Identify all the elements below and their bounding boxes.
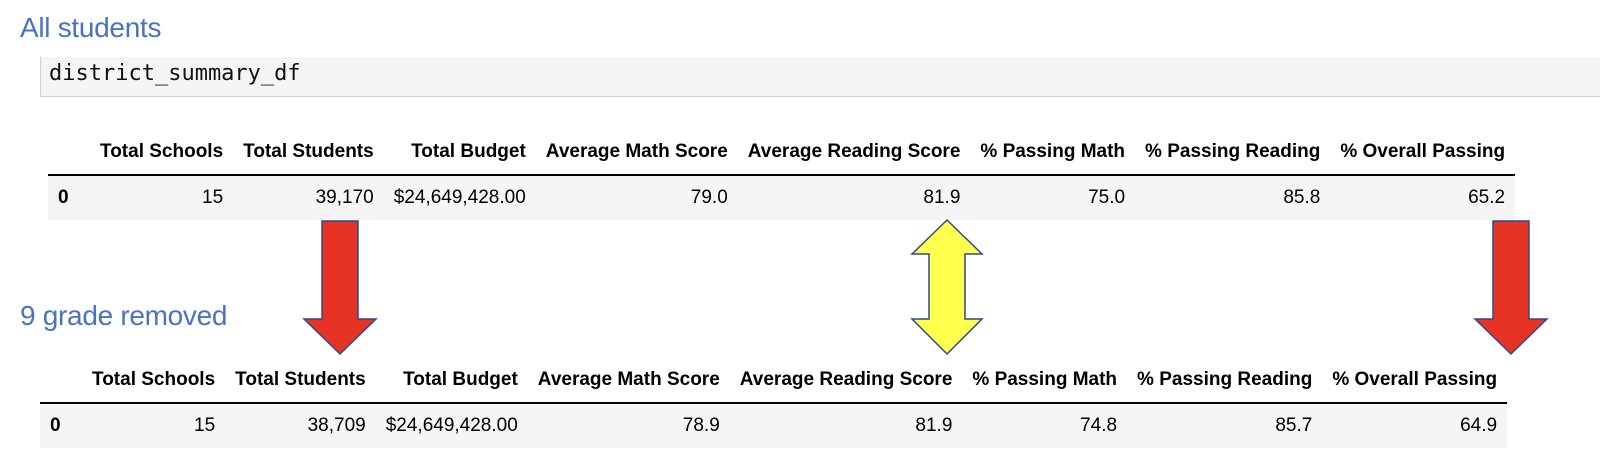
column-header: % Passing Math — [970, 130, 1136, 176]
dataframe-all-students: Total Schools Total Students Total Budge… — [48, 130, 1516, 220]
column-header: % Passing Math — [962, 358, 1128, 404]
column-header: Total Students — [225, 358, 376, 404]
section-title-9-grade-removed: 9 grade removed — [20, 300, 228, 331]
table-header-row: Total Schools Total Students Total Budge… — [48, 130, 1516, 176]
table-cell: 85.8 — [1135, 175, 1331, 220]
table-cell: 81.9 — [729, 403, 963, 448]
table-cell: $24,649,428.00 — [383, 175, 536, 220]
table-cell: $24,649,428.00 — [375, 403, 528, 448]
column-header: % Passing Reading — [1127, 358, 1323, 404]
column-header: Average Reading Score — [729, 358, 963, 404]
down-arrow-icon — [1473, 220, 1549, 356]
index-header — [40, 358, 82, 404]
column-header: Total Budget — [383, 130, 536, 176]
table-cell: 74.8 — [962, 403, 1128, 448]
table-cell: 81.9 — [737, 175, 971, 220]
table-cell: 65.2 — [1330, 175, 1516, 220]
index-header — [48, 130, 90, 176]
double-arrow-icon — [910, 218, 984, 356]
column-header: Total Schools — [82, 358, 226, 404]
table-cell: 38,709 — [225, 403, 376, 448]
section-title-all-students: All students — [20, 12, 162, 43]
table-cell: 15 — [90, 175, 234, 220]
table-cell: 15 — [82, 403, 226, 448]
dataframe-9-grade-removed: Total Schools Total Students Total Budge… — [40, 358, 1508, 448]
column-header: Total Students — [233, 130, 384, 176]
column-header: % Passing Reading — [1135, 130, 1331, 176]
table-header-row: Total Schools Total Students Total Budge… — [40, 358, 1508, 404]
table-cell: 75.0 — [970, 175, 1136, 220]
column-header: Average Math Score — [527, 358, 730, 404]
column-header: Average Math Score — [535, 130, 738, 176]
row-index: 0 — [48, 175, 90, 220]
column-header: % Overall Passing — [1322, 358, 1508, 404]
column-header: Total Schools — [90, 130, 234, 176]
table-row: 0 15 39,170 $24,649,428.00 79.0 81.9 75.… — [48, 175, 1516, 220]
column-header: Average Reading Score — [737, 130, 971, 176]
row-index: 0 — [40, 403, 82, 448]
column-header: Total Budget — [375, 358, 528, 404]
down-arrow-icon — [302, 220, 378, 356]
table-cell: 78.9 — [527, 403, 730, 448]
code-cell[interactable]: district_summary_df — [40, 57, 1600, 97]
table-cell: 79.0 — [535, 175, 738, 220]
table-cell: 85.7 — [1127, 403, 1323, 448]
column-header: % Overall Passing — [1330, 130, 1516, 176]
code-line: district_summary_df — [49, 61, 301, 86]
table-cell: 39,170 — [233, 175, 384, 220]
table-cell: 64.9 — [1322, 403, 1508, 448]
table-row: 0 15 38,709 $24,649,428.00 78.9 81.9 74.… — [40, 403, 1508, 448]
